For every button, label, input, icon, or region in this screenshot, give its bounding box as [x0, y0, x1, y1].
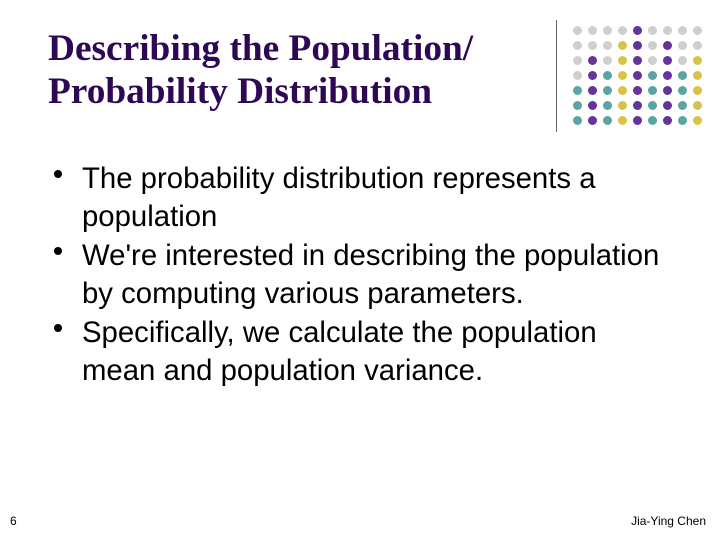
author-name: Jia-Ying Chen [631, 514, 706, 528]
dot-icon [663, 56, 672, 65]
dot-icon [573, 71, 582, 80]
dot-icon [618, 41, 627, 50]
dot-icon [588, 86, 597, 95]
dot-icon [603, 101, 612, 110]
bullet-icon [54, 324, 62, 332]
dot-icon [648, 86, 657, 95]
dot-icon [678, 56, 687, 65]
dot-icon [648, 56, 657, 65]
dot-icon [633, 71, 642, 80]
dot-icon [693, 71, 702, 80]
dot-row [573, 56, 702, 65]
dot-icon [648, 101, 657, 110]
dot-icon [573, 41, 582, 50]
dot-icon [618, 101, 627, 110]
list-item-text: We're interested in describing the popul… [82, 237, 668, 312]
decorative-dot-grid [573, 26, 702, 125]
dot-icon [693, 56, 702, 65]
title-line-2: Probability Distribution [48, 71, 432, 112]
dot-row [573, 101, 702, 110]
dot-icon [573, 86, 582, 95]
dot-row [573, 86, 702, 95]
dot-icon [603, 116, 612, 125]
dot-icon [648, 71, 657, 80]
page-number: 6 [10, 514, 17, 528]
dot-icon [573, 26, 582, 35]
dot-icon [678, 71, 687, 80]
dot-icon [678, 26, 687, 35]
list-item-text: Specifically, we calculate the populatio… [82, 314, 668, 389]
dot-icon [633, 116, 642, 125]
dot-icon [618, 26, 627, 35]
dot-icon [588, 71, 597, 80]
dot-icon [633, 41, 642, 50]
dot-icon [693, 116, 702, 125]
dot-icon [633, 101, 642, 110]
dot-icon [603, 86, 612, 95]
decorative-vertical-line [556, 20, 557, 132]
dot-icon [588, 56, 597, 65]
dot-icon [588, 26, 597, 35]
dot-icon [603, 26, 612, 35]
list-item-text: The probability distribution represents … [82, 160, 668, 235]
dot-icon [678, 86, 687, 95]
dot-icon [603, 41, 612, 50]
slide: Describing the Population/ Probability D… [0, 0, 720, 540]
slide-title: Describing the Population/ Probability D… [48, 28, 548, 114]
dot-row [573, 116, 702, 125]
dot-icon [618, 86, 627, 95]
dot-icon [693, 26, 702, 35]
dot-icon [633, 56, 642, 65]
dot-row [573, 41, 702, 50]
dot-icon [663, 71, 672, 80]
bullet-icon [54, 247, 62, 255]
dot-icon [663, 41, 672, 50]
dot-icon [663, 101, 672, 110]
dot-icon [693, 41, 702, 50]
slide-body: The probability distribution represents … [48, 160, 668, 391]
dot-icon [663, 26, 672, 35]
dot-row [573, 71, 702, 80]
dot-icon [618, 56, 627, 65]
dot-icon [693, 101, 702, 110]
dot-icon [603, 56, 612, 65]
dot-icon [633, 86, 642, 95]
dot-icon [648, 116, 657, 125]
dot-icon [573, 116, 582, 125]
bullet-icon [54, 170, 62, 178]
dot-row [573, 26, 702, 35]
dot-icon [588, 116, 597, 125]
dot-icon [588, 101, 597, 110]
dot-icon [678, 41, 687, 50]
dot-icon [603, 71, 612, 80]
dot-icon [663, 116, 672, 125]
dot-icon [648, 41, 657, 50]
dot-icon [618, 71, 627, 80]
dot-icon [573, 101, 582, 110]
title-line-1: Describing the Population/ [48, 28, 473, 69]
dot-icon [663, 86, 672, 95]
list-item: The probability distribution represents … [48, 160, 668, 235]
dot-icon [633, 26, 642, 35]
dot-icon [573, 56, 582, 65]
dot-icon [588, 41, 597, 50]
list-item: Specifically, we calculate the populatio… [48, 314, 668, 389]
dot-icon [693, 86, 702, 95]
list-item: We're interested in describing the popul… [48, 237, 668, 312]
dot-icon [648, 26, 657, 35]
dot-icon [618, 116, 627, 125]
dot-icon [678, 116, 687, 125]
dot-icon [678, 101, 687, 110]
